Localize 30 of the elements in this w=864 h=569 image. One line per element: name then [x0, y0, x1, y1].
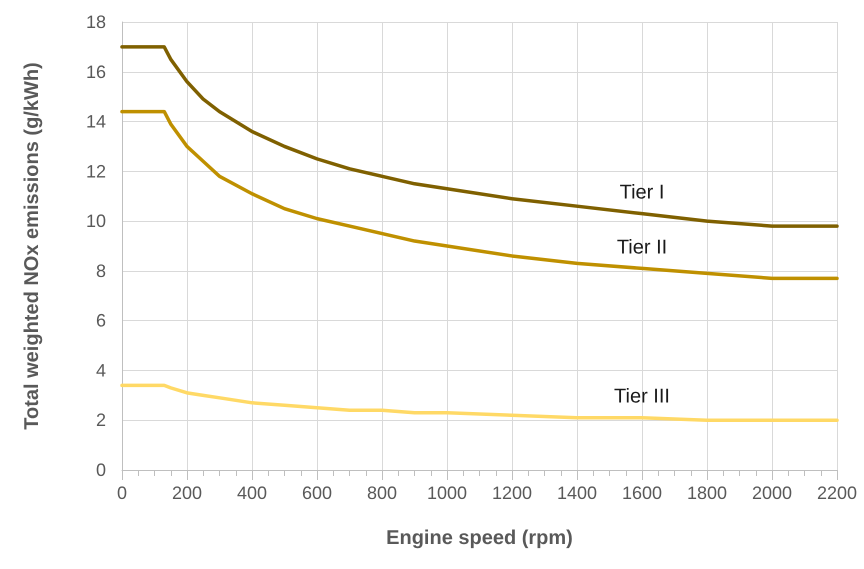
y-tick-label: 18 — [86, 12, 106, 32]
line-series — [120, 45, 839, 228]
series-label: Tier I — [620, 182, 664, 204]
y-tick-label: 8 — [96, 260, 106, 281]
series-label: Tier III — [614, 386, 670, 408]
x-tick-label: 1800 — [686, 483, 728, 503]
line-series — [120, 384, 839, 422]
x-tick-label: 400 — [236, 483, 268, 503]
x-tick-label: 600 — [302, 483, 332, 503]
y-tick-label: 10 — [86, 211, 106, 232]
y-tick-label: 2 — [96, 410, 106, 430]
x-axis-title: Engine speed (rpm) — [386, 527, 573, 549]
x-tick-label: 1600 — [622, 483, 662, 503]
y-tick-label: 16 — [86, 62, 106, 82]
y-axis-title: Total weighted NOx emissions (g/kWh) — [21, 62, 43, 430]
x-tick-label: 200 — [172, 483, 202, 503]
x-tick-label: 0 — [116, 483, 128, 503]
x-tick-label: 2000 — [752, 483, 792, 503]
y-tick-label: 12 — [86, 161, 106, 182]
series-label: Tier II — [616, 236, 668, 258]
y-tick-label: 14 — [86, 112, 106, 132]
x-tick-label: 1200 — [492, 483, 532, 503]
x-tick-label: 1400 — [556, 483, 598, 503]
y-tick-label: 6 — [96, 310, 106, 331]
x-tick-label: 1000 — [426, 483, 468, 503]
x-tick-label: 2200 — [816, 483, 858, 503]
x-tick-label: 800 — [366, 483, 398, 503]
y-tick-label: 4 — [96, 360, 106, 380]
y-tick-label: 0 — [96, 460, 106, 480]
line-series — [120, 110, 839, 280]
